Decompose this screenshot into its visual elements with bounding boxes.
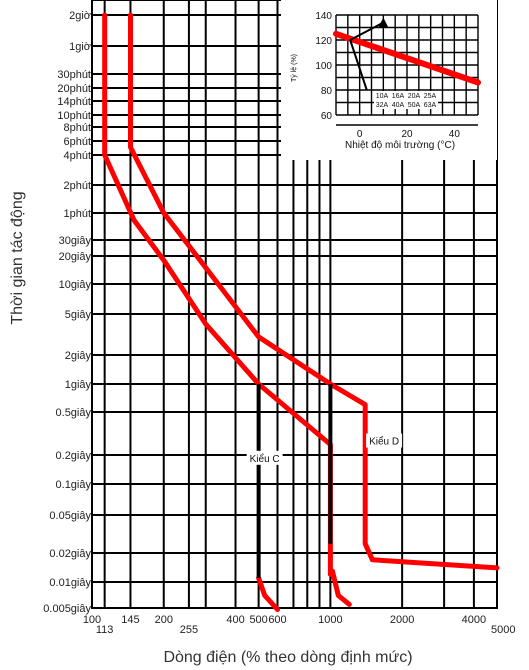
x-tick-label: 200 — [155, 614, 173, 626]
inset-table: 10A 16A 20A 25A 32A 40A 50A 63A — [374, 91, 438, 109]
y-tick-label: 2giây — [65, 350, 92, 362]
y-tick-label: 0.5giây — [56, 407, 92, 419]
x-tick-label: 1000 — [318, 614, 342, 626]
trip-curve-line — [256, 575, 280, 612]
inset-marker — [378, 17, 389, 28]
inset-table-cell-bg — [390, 91, 406, 100]
inset-y-tick-label: 120 — [315, 36, 332, 47]
x-tick-label: 4000 — [462, 614, 486, 626]
inset-chart: 60 80 100 120 140 0 20 40 10A 16A 20A 25A 32A 40A 50A… — [281, 0, 497, 160]
y-tick-label: 1phút — [63, 208, 91, 220]
curve-type-label: Kiểu C — [250, 453, 280, 465]
y-tick-label: 4phút — [63, 150, 91, 162]
inset-table-cell-bg — [374, 91, 390, 100]
trip-curve-line — [329, 568, 352, 607]
y-tick-label: 1giờ — [69, 41, 91, 53]
curve-type-label: Kiểu D — [369, 436, 399, 448]
y-tick-label: 1giây — [65, 379, 92, 391]
inset-table-cell-bg — [422, 100, 438, 109]
inset-table-cell-bg — [374, 100, 390, 109]
inset-table-cell-bg — [406, 100, 422, 109]
x-tick-label: 500 — [249, 614, 267, 626]
inset-y-axis-title: Tỷ lệ (%) — [291, 54, 298, 82]
x-tick-label: 255 — [180, 624, 198, 636]
inset-x-tick-label: 40 — [449, 129, 461, 140]
y-tick-label: 0.05giây — [49, 510, 91, 522]
inset-series — [333, 17, 481, 91]
inset-series-line — [333, 30, 481, 86]
inset-y-tick-label: 80 — [321, 86, 333, 97]
plot-frame — [91, 0, 498, 609]
y-tick-label: 0.1giây — [56, 479, 92, 491]
inset-x-tick-label: 0 — [357, 129, 363, 140]
instant-trip-lines — [256, 384, 333, 579]
x-tick-label: 113 — [96, 624, 114, 636]
inset-table-cell: 50A — [408, 102, 421, 109]
y-tick-label: 14phút — [57, 96, 91, 108]
inset-y-tick-label: 140 — [315, 11, 332, 22]
x-tick-label: 400 — [226, 614, 244, 626]
inset-table-cell: 16A — [392, 93, 405, 100]
y-tick-label: 0.02giây — [49, 548, 91, 560]
annotation-bg — [246, 450, 283, 465]
x-tick-label: 5000 — [491, 624, 515, 636]
y-tick-label: 10phút — [57, 110, 91, 122]
inset-table-cell-bg — [406, 91, 422, 100]
y-tick-label: 20giây — [59, 251, 92, 263]
trip-curve-line — [102, 12, 333, 577]
x-tick-label: 100 — [83, 614, 101, 626]
inset-x-axis-title: Nhiệt độ môi trường (°C) — [345, 140, 455, 151]
y-axis-title: Thời gian tác động — [9, 191, 26, 324]
inset-x-tick-label: 20 — [401, 129, 413, 140]
inset-tick-labels: 60 80 100 120 140 0 20 40 — [315, 11, 460, 140]
inset-table-cell-bg — [422, 91, 438, 100]
annotations: Kiểu C Kiểu D — [246, 433, 403, 465]
main-grid — [91, 0, 498, 609]
y-tick-label: 0.01giây — [49, 577, 91, 589]
inset-table-cell: 32A — [376, 102, 389, 109]
trip-curves — [102, 12, 500, 612]
y-tick-label: 30phút — [57, 69, 91, 81]
inset-y-tick-label: 60 — [321, 111, 333, 122]
annotation-bg — [366, 433, 403, 448]
y-tick-label: 8phút — [63, 122, 91, 134]
y-tick-label: 5giây — [65, 309, 92, 321]
y-tick-label: 0.005giây — [43, 603, 91, 615]
y-tick-label: 20phút — [57, 83, 91, 95]
x-axis-title: Dòng điện (% theo dòng định mức) — [163, 649, 412, 666]
inset-pointer-lines — [349, 21, 384, 91]
y-tick-label: 2phút — [63, 180, 91, 192]
x-tick-label: 145 — [121, 614, 139, 626]
inset-table-cell-bg — [390, 100, 406, 109]
x-tick-label: 600 — [268, 614, 286, 626]
y-tick-label: 10giây — [59, 279, 92, 291]
inset-y-tick-label: 100 — [315, 61, 332, 72]
inset-table-cell: 40A — [392, 102, 405, 109]
inset-table-cell: 10A — [376, 93, 389, 100]
trip-curve-line — [128, 12, 500, 571]
y-tick-label: 30giây — [59, 235, 92, 247]
y-tick-label: 2giờ — [69, 10, 91, 22]
inset-table-cell: 25A — [424, 93, 437, 100]
x-tick-label: 2000 — [390, 614, 414, 626]
inset-table-cell: 63A — [424, 102, 437, 109]
inset-table-cell: 20A — [408, 93, 421, 100]
y-tick-label: 6phút — [63, 136, 91, 148]
y-tick-label: 0.2giây — [56, 450, 92, 462]
